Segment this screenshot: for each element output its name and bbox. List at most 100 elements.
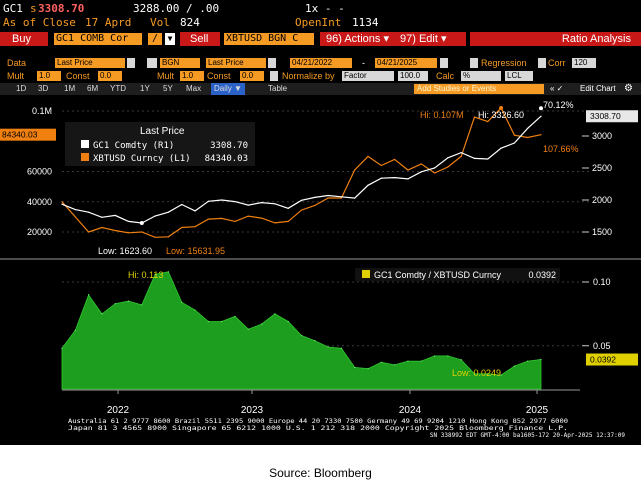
point-gc1 (61, 203, 63, 205)
vol-value: 824 (180, 16, 200, 29)
point-gc1 (207, 200, 209, 202)
lower-panel: GC1 Comdty / XBTUSD Curncy 0.0392 0.10 0.05… (61, 268, 638, 390)
mult-field-1[interactable]: 1.0 (37, 71, 61, 81)
point-gc1 (300, 199, 303, 201)
add-studies-input[interactable]: Add Studies or Events (414, 84, 544, 94)
data-field-1[interactable]: Last Price (55, 58, 125, 68)
point-ratio (114, 303, 116, 305)
point-ratio (500, 374, 502, 376)
point-gc1 (460, 152, 462, 154)
left-last-value: 84340.03 (2, 130, 38, 140)
chevron-down-icon[interactable] (127, 58, 135, 68)
buy-button[interactable]: Buy (0, 32, 48, 46)
point-xbtusd (487, 120, 489, 123)
ratio-slash: / (148, 33, 162, 45)
tab-6m[interactable]: 6M (87, 84, 99, 93)
factor-field[interactable]: 100.0 (398, 71, 428, 81)
actions-menu[interactable]: 96) Actions ▾ (320, 32, 412, 46)
price-prefix: s (30, 2, 37, 15)
point-gc1 (420, 171, 422, 173)
point-xbtusd (154, 236, 156, 238)
swap-icon[interactable] (147, 58, 157, 68)
tab-1d[interactable]: 1D (16, 84, 27, 93)
point-ratio (340, 347, 343, 349)
point-gc1 (274, 203, 276, 205)
const-field-1[interactable]: 0.0 (98, 71, 122, 81)
ratio-area (61, 271, 542, 390)
sell-security-field[interactable]: XBTUSD BGN C (224, 33, 314, 45)
corr-checkbox[interactable] (538, 58, 546, 68)
point-xbtusd (221, 217, 223, 219)
point-ratio (460, 359, 462, 361)
point-gc1 (447, 157, 449, 159)
sell-button[interactable]: Sell (180, 32, 220, 46)
tab-1y[interactable]: 1Y (140, 84, 150, 93)
tab-5y[interactable]: 5Y (163, 84, 173, 93)
collapse-arrows[interactable]: « ✓ (550, 84, 564, 93)
calendar-icon[interactable] (440, 58, 448, 68)
point-ratio (513, 365, 515, 367)
right-axis-tick: 2500 (592, 163, 612, 173)
regression-checkbox[interactable] (470, 58, 478, 68)
start-date-field[interactable]: 04/21/2022 (290, 58, 352, 68)
tab-max[interactable]: Max (186, 84, 202, 93)
calc-select[interactable]: % (461, 71, 501, 81)
ticker: GC1 (3, 2, 23, 15)
edit-chart-button[interactable]: Edit Chart (580, 84, 616, 93)
normalize-checkbox[interactable] (270, 71, 278, 81)
tab-daily[interactable]: Daily ▼ (211, 83, 245, 95)
point-ratio (88, 294, 90, 296)
chevron-down-icon[interactable]: ▼ (165, 33, 175, 45)
const-label-2: Const (207, 71, 231, 81)
point-gc1 (340, 196, 343, 198)
point-xbtusd (247, 215, 249, 217)
point-ratio (194, 309, 196, 311)
point-gc1 (287, 207, 289, 209)
point-xbtusd (74, 216, 76, 218)
mult-label: Mult (7, 71, 25, 81)
point-gc1 (380, 177, 382, 179)
chevron-down-icon[interactable] (268, 58, 276, 68)
point-gc1 (527, 127, 529, 129)
ratio-annotation-hi: Hi: 0.113 (128, 270, 163, 280)
point-xbtusd (101, 226, 103, 229)
normalize-select[interactable]: Factor (342, 71, 394, 81)
point-xbtusd (260, 217, 263, 219)
tab-table[interactable]: Table (268, 84, 288, 93)
point-ratio (527, 360, 529, 362)
point-gc1 (500, 147, 502, 149)
tab-ytd[interactable]: YTD (110, 84, 126, 93)
tab-3d[interactable]: 3D (38, 84, 49, 93)
right-axis-tick: 1500 (592, 227, 612, 237)
edit-menu[interactable]: 97) Edit ▾ (396, 32, 466, 46)
point-xbtusd (181, 226, 183, 229)
legend-name-xbtusd: XBTUSD Curncy (L1) (93, 154, 191, 164)
point-ratio (74, 329, 76, 332)
point-xbtusd (287, 220, 289, 223)
marker-low-white (139, 221, 144, 226)
gear-icon[interactable]: ⚙ (624, 83, 633, 94)
footer-line-3: SN 338992 EDT GMT-4:00 ba1605-172 20-Apr… (430, 432, 625, 439)
ratio-last-value: 0.0392 (590, 355, 616, 365)
point-gc1 (101, 216, 103, 218)
point-ratio (127, 300, 130, 302)
lcl-select[interactable]: LCL (505, 71, 533, 81)
data-field-2[interactable]: Last Price (206, 58, 266, 68)
end-date-field[interactable]: 04/21/2025 (375, 58, 437, 68)
mult-field-2[interactable]: 1.0 (180, 71, 204, 81)
tab-1m[interactable]: 1M (64, 84, 76, 93)
point-xbtusd (513, 134, 515, 136)
corr-value-field[interactable]: 120 (572, 58, 596, 68)
x-axis-tick: 2025 (526, 405, 549, 416)
point-xbtusd (380, 164, 382, 167)
ratio-legend-box (355, 268, 560, 281)
buy-security-field[interactable]: GC1 COMB Cor (54, 33, 142, 45)
annotation-low-white: Low: 1623.60 (98, 246, 152, 256)
mult-settings-row: Mult 1.0 Const 0.0 Mult 1.0 Const 0.0 No… (0, 70, 641, 82)
source-field[interactable]: BGN (160, 58, 200, 68)
point-xbtusd (540, 134, 542, 136)
normalize-label: Normalize by (282, 71, 335, 81)
data-label: Data (7, 58, 27, 68)
point-xbtusd (433, 172, 436, 174)
const-field-2[interactable]: 0.0 (240, 71, 264, 81)
